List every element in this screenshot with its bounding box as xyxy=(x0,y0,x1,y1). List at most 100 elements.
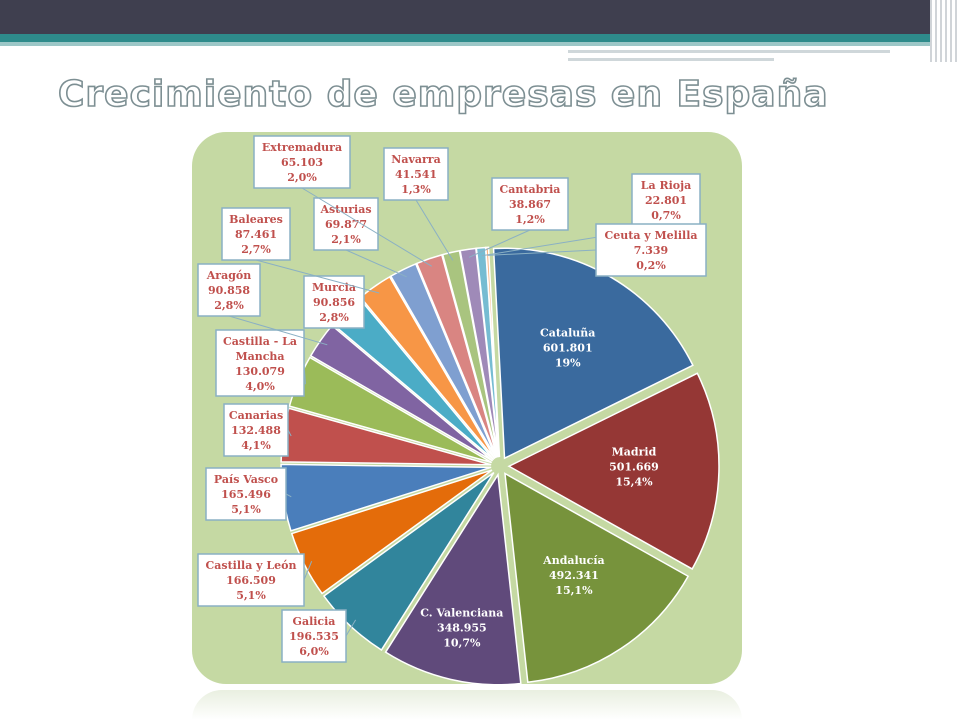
pie-slice-17 xyxy=(485,246,501,458)
callout-pct-13: 2,0% xyxy=(287,171,317,184)
callout-label-14: Navarra xyxy=(391,153,440,166)
callout-pct-12: 2,1% xyxy=(331,233,361,246)
callout-label-11: Baleares 87.461 2,7% xyxy=(221,207,291,261)
divider-line-short xyxy=(568,58,774,61)
callout-label-8: Mancha xyxy=(235,350,284,363)
callout-box-15 xyxy=(491,177,569,231)
callout-value-7: 132.488 xyxy=(231,424,281,437)
callout-value-5: 166.509 xyxy=(226,574,276,587)
callout-label-16: La Rioja 22.801 0,7% xyxy=(631,173,701,227)
slice-label-0: Cataluña xyxy=(540,326,595,339)
callout-box-12 xyxy=(313,197,379,251)
leader-line-4 xyxy=(345,619,357,637)
leader-line-11 xyxy=(255,259,380,294)
callout-box-14 xyxy=(383,147,449,201)
slice-label-2: Andalucía 492.341 15,1% xyxy=(542,554,605,597)
callout-label-13: Extremadura 65.103 2,0% xyxy=(253,135,351,189)
callout-value-14: 41.541 xyxy=(395,168,437,181)
callout-label-10: Murcia xyxy=(312,281,356,294)
callout-pct-8: 4,0% xyxy=(245,380,275,393)
pie-slice-4 xyxy=(322,471,495,652)
pie-slice-2 xyxy=(504,472,690,684)
pie-slice-13 xyxy=(415,253,498,458)
callout-label-6: País Vasco 165.496 5,1% xyxy=(205,467,287,521)
callout-pct-14: 1,3% xyxy=(401,183,431,196)
slide-title: Crecimiento de empresas en España xyxy=(57,73,829,116)
leader-line-6 xyxy=(285,493,292,498)
callout-label-11: Baleares xyxy=(229,213,283,226)
slice-label-3: C. Valenciana xyxy=(420,607,503,620)
pie-chart: Cataluña 601.801 19% Madrid 501.669 15,4% Anda… xyxy=(197,135,720,684)
callout-box-10 xyxy=(303,275,365,329)
callout-pct-5: 5,1% xyxy=(236,589,266,602)
callout-pct-6: 5,1% xyxy=(231,503,261,516)
slice-pct-0: 19% xyxy=(555,356,581,369)
slice-label-0: Cataluña 601.801 19% xyxy=(540,326,595,369)
leader-line-14 xyxy=(415,199,454,261)
accent-bar-light xyxy=(0,42,930,46)
slice-pct-2: 15,1% xyxy=(555,584,593,597)
slice-label-2: Andalucía xyxy=(542,554,605,567)
callout-label-8: Castilla - La xyxy=(223,335,297,348)
slice-label-3: C. Valenciana 348.955 10,7% xyxy=(420,607,503,650)
leader-line-13 xyxy=(301,187,433,267)
callout-label-10: Murcia 90.856 2,8% xyxy=(303,275,365,329)
callout-pct-9: 2,8% xyxy=(214,299,244,312)
callout-label-5: Castilla y León 166.509 5,1% xyxy=(197,553,305,607)
callout-pct-16: 0,7% xyxy=(651,209,681,222)
slice-pct-1: 15,4% xyxy=(615,476,653,489)
divider-line xyxy=(568,50,890,53)
callout-box-11 xyxy=(221,207,291,261)
callout-pct-11: 2,7% xyxy=(241,243,271,256)
slice-label-1: Madrid xyxy=(612,446,657,459)
chart-reflection xyxy=(192,690,742,720)
pie-slice-3 xyxy=(384,472,522,684)
chart-panel: Cataluña 601.801 19% Madrid 501.669 15,4% Anda… xyxy=(192,132,742,684)
leader-line-15 xyxy=(468,229,531,258)
callout-box-7 xyxy=(223,403,289,457)
corner-stripes xyxy=(930,0,960,62)
callout-label-9: Aragón 90.858 2,8% xyxy=(197,263,261,317)
callout-label-16: La Rioja xyxy=(641,179,691,192)
pie-slice-0 xyxy=(492,247,694,460)
callout-box-5 xyxy=(197,553,305,607)
callout-box-13 xyxy=(253,135,351,189)
callout-label-8: Castilla - La Mancha 130.079 4,0% xyxy=(215,329,305,397)
leader-line-12 xyxy=(345,249,407,278)
callout-value-16: 22.801 xyxy=(645,194,687,207)
callout-label-17: Ceuta y Melilla 7.339 0,2% xyxy=(595,223,707,277)
callout-value-4: 196.535 xyxy=(289,630,339,643)
callout-label-9: Aragón xyxy=(206,269,251,282)
callout-label-5: Castilla y León xyxy=(206,559,297,572)
callout-value-6: 165.496 xyxy=(221,488,271,501)
leader-line-17 xyxy=(487,249,597,256)
pie-slice-1 xyxy=(507,372,720,570)
callout-label-17: Ceuta y Melilla xyxy=(604,229,697,242)
accent-bar xyxy=(0,34,930,42)
callout-value-13: 65.103 xyxy=(281,156,323,169)
callout-box-17 xyxy=(595,223,707,277)
callout-box-6 xyxy=(205,467,287,521)
callout-label-7: Canarias 132.488 4,1% xyxy=(223,403,289,457)
slice-label-1: Madrid 501.669 15,4% xyxy=(609,446,659,489)
callout-label-15: Cantabria xyxy=(500,183,561,196)
leader-line-9 xyxy=(228,315,328,346)
callout-pct-17: 0,2% xyxy=(636,259,666,272)
leader-line-5 xyxy=(303,560,313,581)
callout-label-15: Cantabria 38.867 1,2% xyxy=(491,177,569,231)
slice-pct-3: 10,7% xyxy=(443,637,481,650)
callout-value-12: 69.877 xyxy=(325,218,367,231)
callout-pct-7: 4,1% xyxy=(241,439,271,452)
callout-label-7: Canarias xyxy=(229,409,283,422)
callout-label-4: Galicia xyxy=(293,615,336,628)
callout-box-16 xyxy=(631,173,701,227)
callout-value-15: 38.867 xyxy=(509,198,551,211)
slice-value-3: 348.955 xyxy=(437,622,487,635)
callout-box-4 xyxy=(281,609,347,663)
callout-value-8: 130.079 xyxy=(235,365,285,378)
callout-value-11: 87.461 xyxy=(235,228,277,241)
callout-value-17: 7.339 xyxy=(634,244,668,257)
callout-value-9: 90.858 xyxy=(208,284,250,297)
callout-box-9 xyxy=(197,263,261,317)
